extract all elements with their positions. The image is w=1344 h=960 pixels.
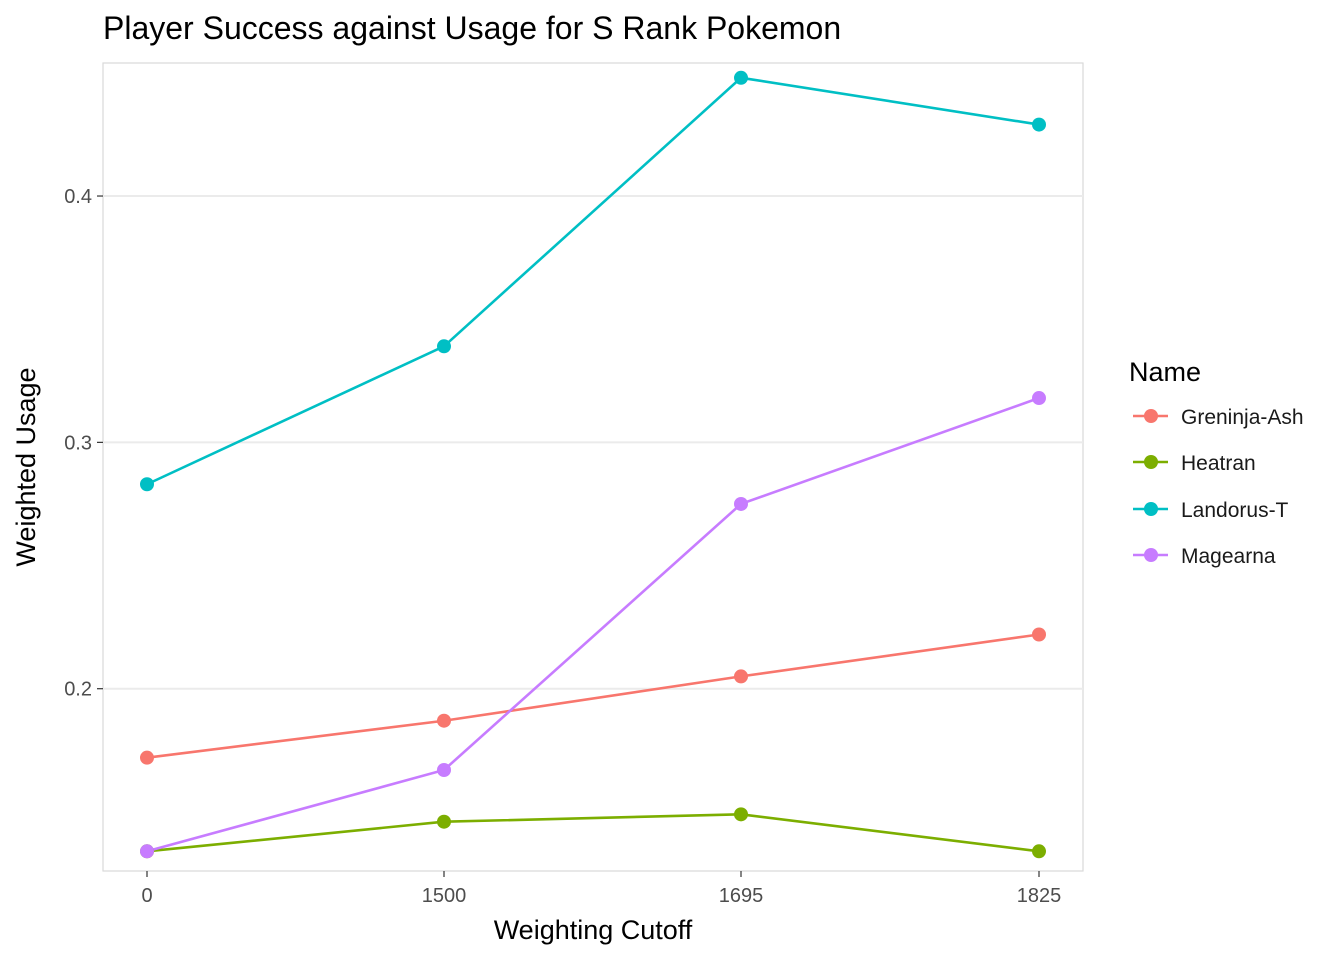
data-point-magearna — [1032, 391, 1046, 406]
legend-label: Heatran — [1181, 452, 1256, 475]
series-lines — [146, 76, 1040, 853]
legend-key-point — [1144, 409, 1158, 423]
data-point-landorus-t — [1032, 117, 1046, 132]
x-axis: 0 1500 1695 1825 — [141, 871, 1061, 907]
data-point-heatran — [437, 814, 451, 829]
series-line-landorus-t — [146, 76, 1040, 486]
legend-item-heatran: Heatran — [1133, 452, 1256, 475]
data-point-greninja-ash — [140, 750, 154, 765]
series-line-greninja-ash — [146, 633, 1040, 759]
y-axis: 0.2 0.3 0.4 — [64, 186, 103, 701]
data-point-heatran — [734, 807, 748, 822]
y-tick-label: 0.2 — [64, 679, 92, 701]
x-tick-label: 1825 — [1017, 885, 1062, 907]
data-point-heatran — [1032, 844, 1046, 859]
plot-panel — [102, 62, 1084, 872]
x-tick-label: 1500 — [422, 885, 467, 907]
legend-item-landorus-t: Landorus-T — [1133, 499, 1289, 522]
series-line-heatran — [146, 813, 1040, 853]
x-tick-label: 1695 — [719, 885, 764, 907]
data-point-magearna — [437, 763, 451, 777]
legend-key-point — [1144, 548, 1158, 562]
y-tick-label: 0.3 — [64, 432, 92, 454]
legend-key-point — [1144, 502, 1158, 516]
legend-item-magearna: Magearna — [1133, 545, 1276, 568]
y-tick-label: 0.4 — [64, 186, 92, 208]
data-point-magearna — [734, 496, 748, 511]
data-point-greninja-ash — [734, 669, 748, 684]
gridlines — [103, 195, 1083, 690]
series-points — [140, 70, 1046, 859]
chart-title: Player Success against Usage for S Rank … — [103, 10, 841, 46]
legend-key-point — [1144, 455, 1158, 469]
legend: Name Greninja-Ash Heatran Landorus-T Magear… — [1129, 357, 1304, 568]
legend-title: Name — [1129, 357, 1201, 387]
x-axis-title: Weighting Cutoff — [494, 915, 693, 945]
legend-label: Magearna — [1181, 545, 1276, 568]
data-point-landorus-t — [734, 70, 748, 85]
series-line-magearna — [146, 396, 1040, 853]
legend-label: Greninja-Ash — [1181, 406, 1304, 429]
data-point-magearna — [140, 844, 154, 859]
legend-label: Landorus-T — [1181, 499, 1289, 522]
data-point-greninja-ash — [437, 713, 451, 728]
data-point-landorus-t — [437, 339, 451, 354]
legend-item-greninja-ash: Greninja-Ash — [1133, 406, 1304, 429]
y-axis-title: Weighted Usage — [11, 367, 41, 566]
data-point-greninja-ash — [1032, 627, 1046, 642]
data-point-landorus-t — [140, 477, 154, 492]
x-tick-label: 0 — [141, 885, 152, 907]
